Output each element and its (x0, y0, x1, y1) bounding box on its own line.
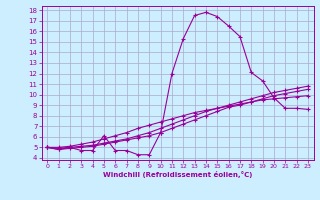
X-axis label: Windchill (Refroidissement éolien,°C): Windchill (Refroidissement éolien,°C) (103, 171, 252, 178)
